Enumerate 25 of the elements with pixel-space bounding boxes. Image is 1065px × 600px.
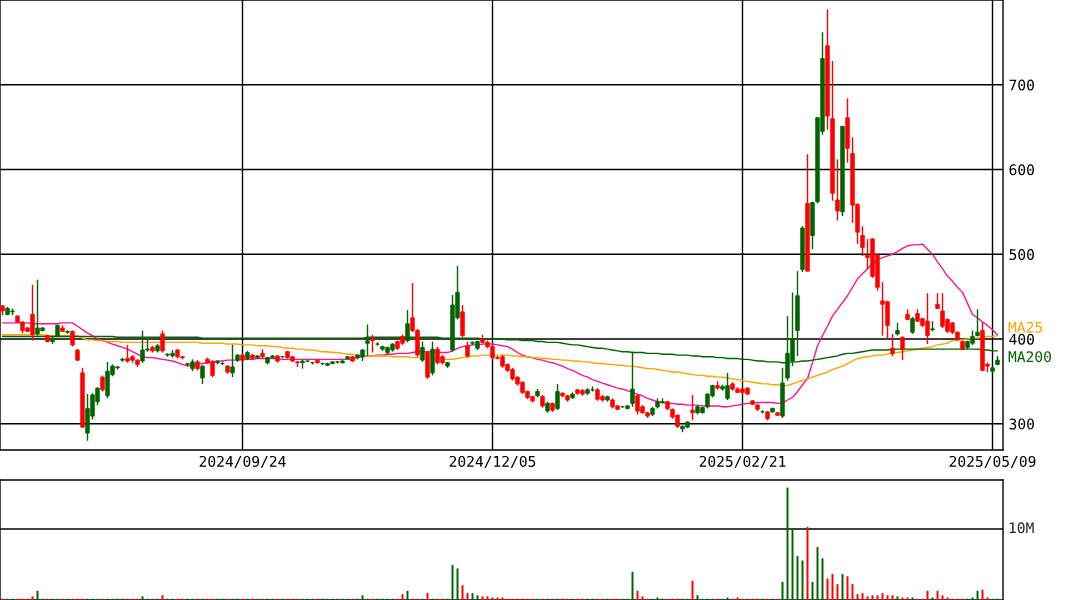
- y-tick-label: 500: [1009, 248, 1034, 261]
- candlestick: [460, 304, 465, 338]
- candlestick: [430, 340, 435, 377]
- y-tick-label: 600: [1009, 164, 1034, 176]
- candlestick: [975, 308, 980, 338]
- y-tick-label: 400: [1009, 333, 1034, 345]
- x-tick-label: 2025/05/09: [949, 455, 1036, 469]
- candlestick: [555, 383, 560, 411]
- x-tick-label: 2025/02/21: [699, 455, 786, 469]
- x-tick-label: 2024/09/24: [199, 455, 286, 469]
- y-tick-label: 300: [1009, 418, 1034, 430]
- candlestick: [160, 329, 165, 354]
- x-tick-label: 2024/12/05: [449, 455, 536, 469]
- series-label: MA200: [1008, 351, 1051, 363]
- candlestick: [230, 344, 235, 378]
- candlestick: [890, 333, 895, 357]
- ref-line-label: 10M: [1009, 522, 1034, 534]
- candlestick: [860, 225, 865, 257]
- candlestick: [835, 158, 840, 222]
- series-label: MA25: [1008, 321, 1042, 333]
- y-tick-label: 700: [1009, 79, 1034, 91]
- candlestick: [200, 364, 205, 385]
- candlestick: [900, 335, 905, 361]
- candlestick: [690, 394, 695, 422]
- candlestick: [420, 340, 425, 363]
